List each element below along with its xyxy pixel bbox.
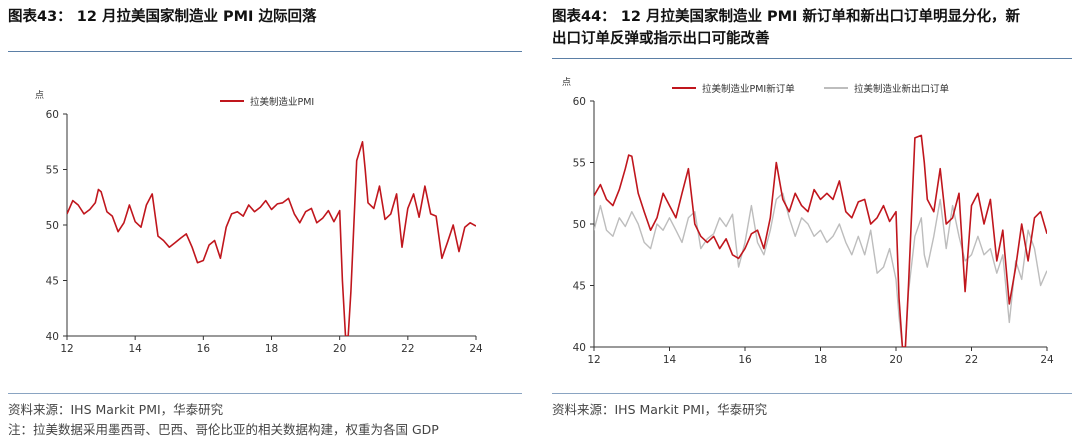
chart-panel-left: 图表43： 12 月拉美国家制造业 PMI 边际回落 点 40 45 50 55 60 12… [0,0,530,439]
y-tick-label: 55 [46,165,59,177]
source-note: 资料来源：IHS Markit PMI，华泰研究 [8,402,224,417]
y-tick-label: 50 [46,220,59,232]
x-tick-label: 24 [469,343,483,355]
footer-rule [8,393,522,394]
x-tick-label: 22 [965,354,978,366]
x-tick-label: 20 [333,343,346,355]
y-tick-label: 60 [573,96,586,108]
series-line-0 [594,134,1047,347]
x-tick-label: 16 [738,354,752,366]
chart-title: 图表43： 12 月拉美国家制造业 PMI 边际回落 [8,9,317,25]
x-tick-label: 20 [889,354,902,366]
legend-label-1: 拉美制造业新出口订单 [854,83,950,95]
chart-title-line1: 图表44： 12 月拉美国家制造业 PMI 新订单和新出口订单明显分化，新 [552,9,1020,25]
legend-label-0: 拉美制造业PMI [250,96,314,108]
x-tick-label: 18 [265,343,278,355]
series-line-0 [67,141,476,336]
y-tick-label: 45 [46,276,59,288]
y-tick-label: 40 [573,342,586,354]
footnote: 注：拉美数据采用墨西哥、巴西、哥伦比亚的相关数据构建，权重为各国 GDP [8,422,439,437]
chart-left-svg: 点 40 45 50 55 60 12 14 16 18 20 22 24 拉美制造业PMI [35,90,483,355]
x-tick-label: 18 [814,354,827,366]
y-unit-label: 点 [35,90,44,101]
y-tick-label: 60 [46,109,59,121]
y-tick-label: 50 [573,219,586,231]
y-tick-label: 40 [46,331,59,343]
x-tick-label: 22 [401,343,414,355]
legend-label-0: 拉美制造业PMI新订单 [702,83,795,95]
footer-rule [552,393,1072,394]
x-tick-label: 12 [587,354,600,366]
x-tick-label: 12 [60,343,73,355]
title-rule [552,58,1072,59]
x-tick-label: 24 [1040,354,1054,366]
y-tick-label: 45 [573,281,586,293]
chart-right-svg: 点 40 45 50 55 60 12 14 16 18 20 22 24 拉美制造业PMI新订单 拉美制造… [562,77,1054,366]
chart-title-line2: 出口订单反弹或指示出口可能改善 [552,31,770,47]
y-tick-label: 55 [573,158,586,170]
x-tick-label: 16 [197,343,211,355]
x-tick-label: 14 [663,354,677,366]
y-unit-label: 点 [562,77,571,88]
chart-panel-right: 图表44： 12 月拉美国家制造业 PMI 新订单和新出口订单明显分化，新 出口… [544,0,1080,439]
source-note: 资料来源：IHS Markit PMI，华泰研究 [552,402,768,417]
x-tick-label: 14 [128,343,142,355]
series-line-1 [594,192,1047,347]
title-rule [8,51,522,52]
